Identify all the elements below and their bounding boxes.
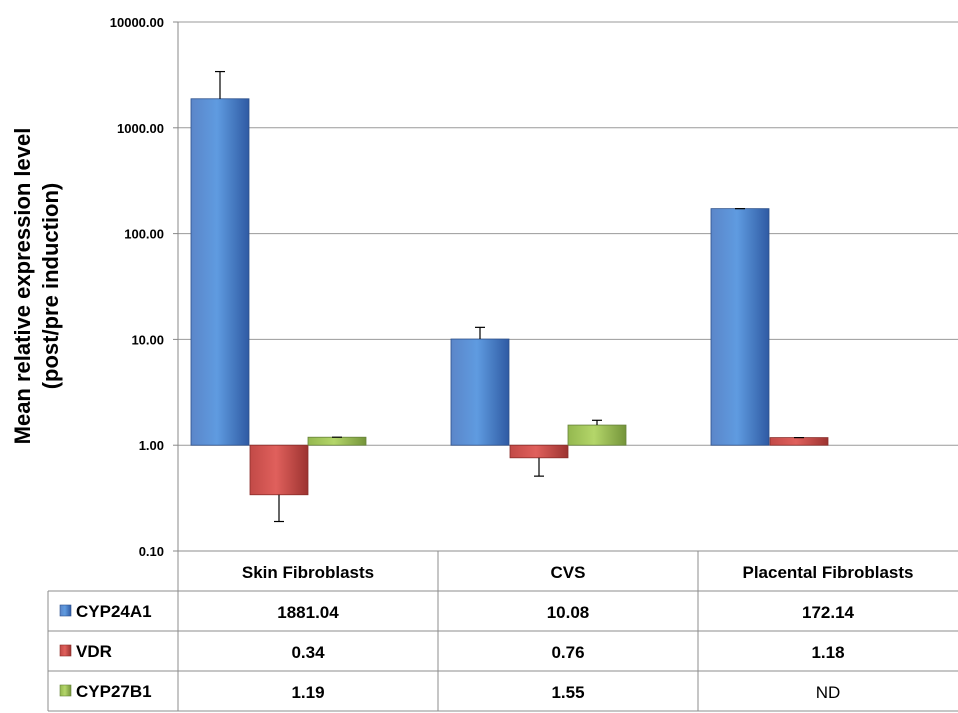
data-table: Skin Fibroblasts CVS Placental Fibroblasts… [47, 550, 958, 712]
y-tick-label: 10.00 [131, 332, 164, 347]
y-axis-label-line2: (post/pre induction) [38, 183, 63, 390]
bar-cyp24a1-skin-fibroblasts [190, 98, 250, 446]
bars [190, 98, 829, 496]
legend-swatch-cyp27b1 [59, 684, 72, 697]
gridlines [178, 21, 958, 446]
bar-cyp27b1-skin-fibroblasts [307, 436, 367, 446]
legend-swatch-cyp24a1 [59, 604, 72, 617]
bar-vdr-placental-fibroblasts [769, 437, 829, 446]
y-axis-label: Mean relative expression level (post/pre… [10, 128, 63, 445]
data-label-cyp24a1-cvs: 10.08 [547, 603, 590, 622]
data-label-vdr-cvs: 0.76 [551, 643, 584, 662]
y-tick-label: 1000.00 [117, 121, 164, 136]
data-label-cyp27b1-cvs: 1.55 [551, 683, 584, 702]
bar-vdr-cvs [509, 444, 569, 459]
bar-cyp27b1-cvs [567, 424, 627, 446]
legend-label-vdr: VDR [76, 642, 112, 661]
category-label-skin-fibroblasts: Skin Fibroblasts [242, 563, 374, 582]
data-label-vdr-skin-fibroblasts: 0.34 [291, 643, 325, 662]
category-label-placental-fibroblasts: Placental Fibroblasts [743, 563, 914, 582]
error-bars [215, 70, 804, 523]
y-tick-label: 100.00 [124, 227, 164, 242]
bar-cyp24a1-placental-fibroblasts [710, 208, 770, 446]
data-label-cyp24a1-placental-fibroblasts: 172.14 [802, 603, 855, 622]
data-label-cyp24a1-skin-fibroblasts: 1881.04 [277, 603, 339, 622]
y-tick-label: 1.00 [139, 438, 164, 453]
bar-vdr-skin-fibroblasts [249, 444, 309, 496]
legend-swatch-vdr [59, 644, 72, 657]
data-label-cyp27b1-skin-fibroblasts: 1.19 [291, 683, 324, 702]
y-tick-labels: 10000.00 1000.00 100.00 10.00 1.00 0.10 [110, 15, 178, 559]
data-label-vdr-placental-fibroblasts: 1.18 [811, 643, 844, 662]
y-tick-label: 10000.00 [110, 15, 164, 30]
y-tick-label: 0.10 [139, 544, 164, 559]
legend-label-cyp24a1: CYP24A1 [76, 602, 152, 621]
category-label-cvs: CVS [551, 563, 586, 582]
legend-label-cyp27b1: CYP27B1 [76, 682, 152, 701]
data-label-cyp27b1-placental-fibroblasts: ND [816, 683, 841, 702]
y-axis-label-line1: Mean relative expression level [10, 128, 35, 445]
bar-cyp24a1-cvs [450, 338, 510, 446]
